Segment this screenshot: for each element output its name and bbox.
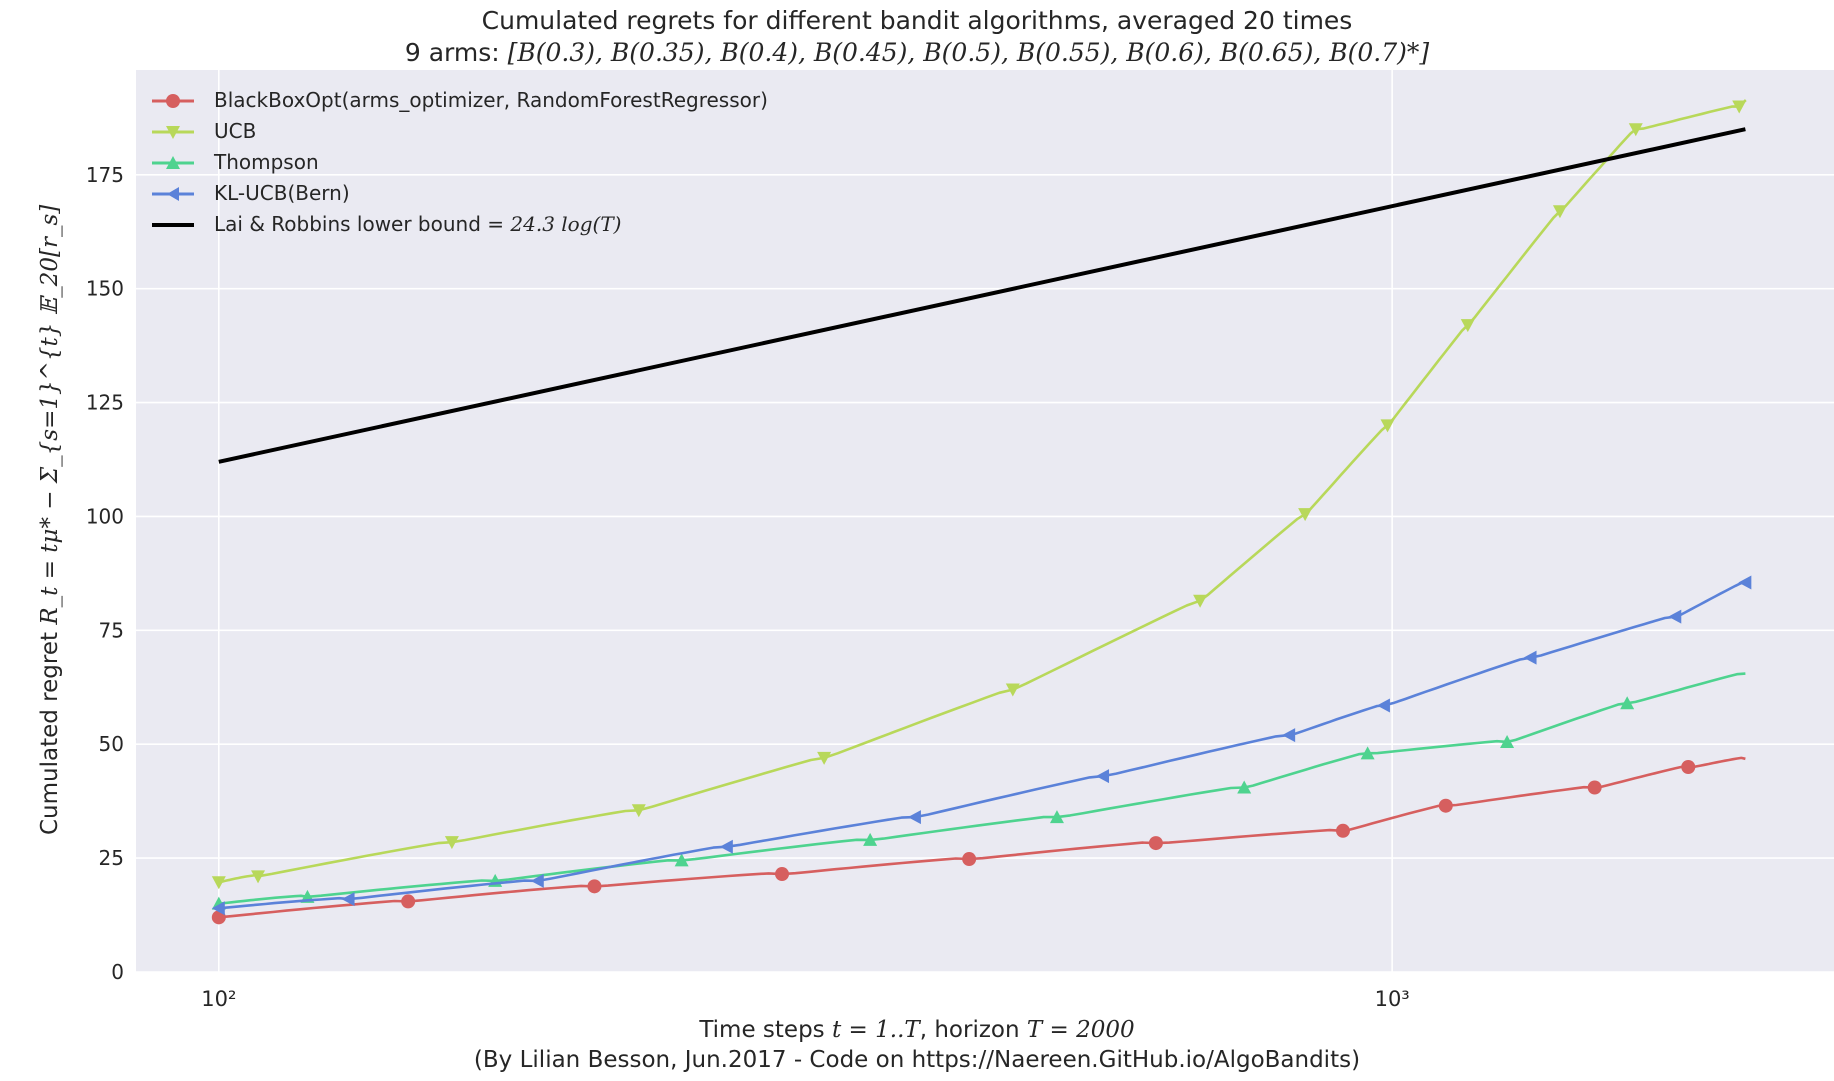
credit-line: (By Lilian Besson, Jun.2017 - Code on ht… [473, 1047, 1361, 1073]
data-point [530, 873, 544, 888]
legend-label-kl-ucb: KL-UCB(Bern) [214, 181, 350, 205]
data-point [1552, 205, 1567, 219]
data-point [719, 839, 733, 854]
chart-subtitle-math: [B(0.3), B(0.35), B(0.4), B(0.45), B(0.5… [507, 38, 1430, 67]
data-point [817, 751, 832, 765]
y-tick-label: 100 [86, 504, 124, 528]
data-point [587, 879, 602, 894]
legend-swatch-blackboxopt [152, 94, 194, 108]
data-point [1460, 319, 1475, 333]
series-line [218, 127, 1746, 464]
data-point [775, 867, 790, 882]
data-point [1148, 836, 1163, 851]
y-tick-label: 175 [86, 163, 124, 187]
data-point [1620, 696, 1635, 710]
tick-labels: 0 25 50 75 100 125 150 175 10² 10³ [86, 163, 1410, 1011]
y-tick-label: 50 [99, 732, 124, 756]
x-axis-label-mid: , horizon [919, 1017, 1027, 1043]
data-point [444, 836, 459, 850]
legend-label-thompson: Thompson [214, 150, 319, 174]
series-line [218, 99, 1747, 884]
data-point [1587, 780, 1602, 795]
legend-item-lai-robbins: Lai & Robbins lower bound = 24.3 log(T) [148, 210, 1048, 240]
legend-item-blackboxopt: BlackBoxOpt(arms_optimizer, RandomForest… [148, 86, 1048, 116]
y-axis-label-math: R_t = tμ* − Σ_{s=1}^{t} 𝔼_20[r_s] [37, 204, 63, 625]
chart-title: Cumulated regrets for different bandit a… [481, 6, 1353, 35]
chart-subtitle-prefix: 9 arms: [404, 38, 508, 67]
y-axis-label: Cumulated regret R_t = tμ* − Σ_{s=1}^{t}… [37, 205, 63, 835]
legend-item-kl-ucb: KL-UCB(Bern) [148, 179, 1048, 209]
data-point [1282, 728, 1296, 743]
x-axis-label-math-2: T = 2000 [1026, 1017, 1135, 1043]
data-point [1668, 609, 1682, 624]
data-point [1380, 419, 1395, 433]
data-point [1681, 760, 1696, 774]
y-axis-label-prefix: Cumulated regret [37, 624, 63, 835]
x-tick-label: 10³ [1375, 987, 1410, 1011]
data-point [1096, 769, 1110, 784]
series-blackboxopt-arms-optimiz [211, 756, 1746, 925]
y-tick-label: 150 [86, 277, 124, 301]
data-point [401, 894, 416, 909]
data-point [1005, 683, 1020, 697]
data-point [1049, 810, 1064, 824]
data-point [1237, 780, 1252, 794]
legend-label-blackboxopt: BlackBoxOpt(arms_optimizer, RandomForest… [214, 88, 768, 112]
series-kl-ucb-bern [211, 575, 1752, 916]
series-lai-robbins-lower-bound- [218, 127, 1746, 464]
series-layer [211, 99, 1752, 925]
x-axis-label-prefix: Time steps [699, 1017, 832, 1043]
legend-item-thompson: Thompson [148, 148, 1048, 178]
data-point [674, 853, 689, 867]
legend-label-lai-robbins-prefix: Lai & Robbins lower bound = [214, 212, 511, 236]
data-point [1732, 100, 1747, 114]
data-point [1376, 698, 1390, 713]
data-point [341, 892, 355, 907]
data-point [1335, 823, 1350, 838]
data-point [1628, 123, 1643, 137]
data-point [1193, 594, 1208, 608]
data-point [1738, 575, 1752, 590]
x-axis-label: Time steps t = 1..T, horizon T = 2000 [0, 1016, 1834, 1044]
y-tick-label: 125 [86, 391, 124, 415]
data-point [1360, 746, 1375, 760]
legend-label-ucb: UCB [214, 119, 257, 143]
data-point [251, 870, 266, 884]
x-axis-label-math-1: t = 1..T [831, 1017, 920, 1043]
data-point [907, 810, 921, 825]
data-point [863, 832, 878, 846]
y-tick-label: 0 [111, 960, 124, 984]
data-point [211, 901, 225, 916]
y-tick-label: 75 [99, 618, 124, 642]
legend-label-lai-robbins-math: 24.3 log(T) [510, 212, 622, 236]
x-tick-label: 10² [201, 987, 236, 1011]
y-tick-label: 25 [99, 846, 124, 870]
legend-swatch-ucb [152, 126, 194, 139]
data-point [211, 876, 226, 890]
legend-swatch-thompson [152, 156, 194, 169]
series-ucb [211, 99, 1747, 890]
data-point [1500, 734, 1515, 748]
legend-swatch-kl-ucb [152, 187, 194, 201]
chart-subtitle: 9 arms: [B(0.3), B(0.35), B(0.4), B(0.45… [0, 38, 1834, 68]
legend-swatch-lai-robbins [152, 223, 194, 227]
data-point [962, 852, 977, 867]
data-point [1438, 798, 1453, 813]
data-point [631, 804, 646, 818]
data-point [1523, 650, 1537, 665]
data-point [1298, 508, 1313, 522]
legend-item-ucb: UCB [148, 117, 1048, 147]
legend-label-lai-robbins: Lai & Robbins lower bound = 24.3 log(T) [214, 212, 621, 236]
